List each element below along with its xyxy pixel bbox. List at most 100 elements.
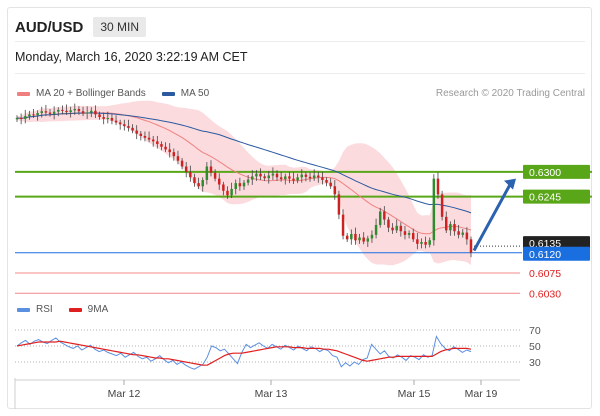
candle-body <box>135 130 138 134</box>
timeframe-button[interactable]: 30 MIN <box>93 17 147 37</box>
candle <box>15 115 19 123</box>
candle <box>85 106 89 119</box>
candle-body <box>461 232 464 235</box>
candle-body <box>366 238 370 242</box>
candle-body <box>147 137 151 140</box>
candle <box>234 179 237 195</box>
candle <box>271 167 275 180</box>
candle-body <box>114 120 118 123</box>
rsi-legend: RSI 9MA <box>17 304 124 315</box>
candle-body <box>411 233 415 240</box>
x-tick-label: Mar 12 <box>108 388 141 400</box>
moving-average-layer <box>16 112 472 235</box>
candle <box>288 171 291 184</box>
candle-body <box>242 182 246 187</box>
candle <box>300 169 304 183</box>
candle <box>156 135 159 149</box>
price-legend: MA 20 + Bollinger Bands MA 50 <box>17 88 225 99</box>
candle <box>230 182 233 198</box>
candle <box>102 112 105 125</box>
candle-body <box>65 110 68 113</box>
candle <box>449 221 452 236</box>
candle-body <box>160 144 163 147</box>
candle-body <box>193 177 196 184</box>
candle-body <box>205 166 209 180</box>
candle <box>217 173 221 190</box>
candle-body <box>106 117 110 119</box>
candle-body <box>102 117 105 119</box>
candle-body <box>416 239 419 244</box>
legend-9ma: 9MA <box>68 304 108 315</box>
candle-body <box>217 178 221 185</box>
candle-body <box>279 177 283 180</box>
candle <box>284 173 287 185</box>
candle <box>387 216 390 233</box>
candle <box>444 211 448 234</box>
candle <box>238 177 242 191</box>
candle-body <box>234 183 237 189</box>
candle-body <box>94 110 97 115</box>
candle <box>457 224 460 239</box>
x-axis: Mar 12 Mar 13 Mar 15 Mar 19 <box>14 378 520 409</box>
rsi-ma-line <box>16 340 472 366</box>
candle <box>275 170 279 181</box>
candle-body <box>387 219 390 228</box>
candle <box>139 131 143 141</box>
candle-body <box>345 235 349 240</box>
candle-body <box>139 133 143 136</box>
candle-body <box>201 180 204 187</box>
candle-body <box>308 176 312 179</box>
candle-body <box>300 174 304 178</box>
candle <box>259 168 262 180</box>
candle-body <box>73 108 77 111</box>
candle <box>57 107 60 117</box>
candle <box>374 218 378 239</box>
candle <box>48 108 52 117</box>
candle-body <box>378 211 382 225</box>
candle-body <box>317 175 320 178</box>
candle-body <box>391 227 394 231</box>
candle <box>77 106 81 115</box>
candle <box>164 142 167 153</box>
forecast-arrow-shaft <box>472 183 512 252</box>
candle-body <box>143 135 147 138</box>
level-tag-last <box>523 236 590 251</box>
candle <box>465 227 469 245</box>
candle <box>251 170 254 185</box>
candle <box>147 131 151 143</box>
candle <box>205 162 209 185</box>
candle-body <box>127 126 130 128</box>
candle <box>131 124 134 134</box>
candle-body <box>98 114 101 118</box>
candle-body <box>341 214 345 236</box>
ma20-swatch-icon <box>17 91 30 96</box>
candle <box>61 105 64 115</box>
candle-body <box>395 225 398 231</box>
candle-body <box>255 173 258 177</box>
candle <box>28 110 31 120</box>
candle <box>222 181 225 196</box>
rsi-tick-label: 50 <box>529 341 541 353</box>
candle <box>308 172 312 182</box>
candle-body <box>288 176 291 179</box>
candle <box>267 171 271 184</box>
candle <box>378 207 382 228</box>
candle <box>345 233 349 243</box>
legend-rsi: RSI <box>17 304 53 315</box>
candle-body <box>176 156 180 161</box>
candle-body <box>110 117 114 121</box>
candle-body <box>304 174 308 177</box>
candle <box>424 236 427 249</box>
candle-body <box>246 179 250 183</box>
candles-layer <box>15 103 473 258</box>
candle-body <box>172 152 176 157</box>
candle-body <box>238 183 242 187</box>
candle <box>469 236 473 258</box>
candle-body <box>370 234 374 239</box>
candle <box>263 173 266 181</box>
candle-body <box>197 183 200 187</box>
candle <box>350 229 353 245</box>
candle-body <box>449 224 452 231</box>
candle <box>296 173 299 184</box>
